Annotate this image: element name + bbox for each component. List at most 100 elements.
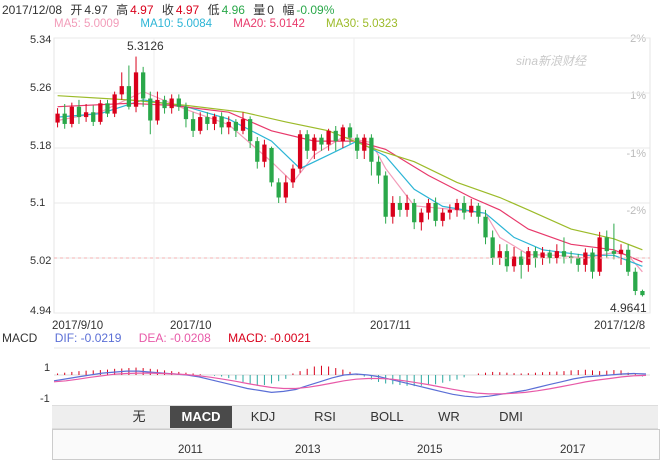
candle-body bbox=[226, 121, 231, 128]
candle-body bbox=[62, 113, 67, 124]
min-price-annotation: 4.9641 bbox=[610, 301, 647, 315]
candle-body bbox=[119, 86, 124, 95]
pct-tick-label: 2% bbox=[630, 33, 646, 45]
indicator-tabs: 无 MACD KDJ RSI BOLL WR DMI bbox=[52, 405, 658, 429]
candle-body bbox=[198, 117, 203, 131]
candle-body bbox=[190, 119, 196, 131]
change-label: 幅 bbox=[282, 3, 295, 17]
candle-body bbox=[576, 258, 581, 265]
candle-body bbox=[511, 256, 517, 267]
candle-body bbox=[497, 251, 502, 258]
x-tick-label: 2017/10 bbox=[170, 320, 212, 332]
macd-legend: MACD DIF: -0.0219 DEA: -0.0208 MACD: -0.… bbox=[2, 331, 325, 345]
tab-rsi[interactable]: RSI bbox=[314, 409, 336, 424]
high-label: 高 bbox=[116, 3, 129, 17]
low-value: 4.96 bbox=[221, 3, 245, 17]
candle-body bbox=[433, 203, 438, 221]
candle-body bbox=[618, 249, 624, 254]
ma20-line bbox=[57, 102, 643, 263]
candle-body bbox=[105, 103, 110, 114]
y-tick-label: 5.26 bbox=[30, 82, 52, 94]
candle-body bbox=[440, 212, 445, 221]
y-tick-label: 4.94 bbox=[30, 305, 52, 317]
candle-body bbox=[240, 119, 246, 131]
candle-body bbox=[540, 252, 545, 258]
candle-body bbox=[69, 106, 74, 124]
candle-body bbox=[340, 127, 346, 142]
sina-watermark: sina新浪财经 bbox=[516, 54, 587, 68]
open-label: 开 bbox=[70, 3, 83, 17]
max-price-annotation: 5.3126 bbox=[127, 39, 164, 53]
y-tick-label: 5.18 bbox=[30, 140, 52, 152]
candle-body bbox=[554, 251, 559, 258]
candle-body bbox=[419, 212, 424, 223]
ma5-line bbox=[57, 90, 643, 273]
candle-body bbox=[55, 113, 60, 123]
x-tick-label: 2017/9/10 bbox=[52, 320, 104, 332]
overview-year-label: 2013 bbox=[295, 444, 321, 456]
open-value: 4.97 bbox=[84, 3, 108, 17]
candle-body bbox=[568, 256, 574, 258]
candle-body bbox=[283, 182, 288, 198]
candle-body bbox=[583, 252, 588, 265]
tab-kdj[interactable]: KDJ bbox=[250, 409, 276, 424]
candle-body bbox=[248, 119, 253, 142]
macd-title: MACD bbox=[2, 331, 38, 345]
candle-body bbox=[397, 203, 403, 210]
candle-body bbox=[547, 252, 552, 258]
ma-legend: MA5: 5.0009 MA10: 5.0084 MA20: 5.0142 MA… bbox=[54, 17, 416, 31]
ma5-label: MA5: 5.0009 bbox=[54, 18, 120, 30]
volume-label: 量 bbox=[253, 3, 266, 17]
x-tick-label: 2017/12/8 bbox=[594, 320, 646, 332]
candle-body bbox=[205, 117, 210, 124]
candle-body bbox=[312, 137, 317, 151]
candle-body bbox=[212, 116, 217, 124]
candle-body bbox=[112, 94, 117, 114]
ma30-line bbox=[57, 95, 643, 251]
tab-wr[interactable]: WR bbox=[438, 409, 460, 424]
dif-label: DIF: -0.0219 bbox=[54, 331, 122, 345]
candle-body bbox=[476, 205, 481, 217]
candle-body bbox=[276, 182, 281, 198]
candle-body bbox=[333, 130, 338, 142]
y-tick-label: 5.34 bbox=[30, 34, 52, 46]
candle-body bbox=[91, 112, 96, 122]
candle-body bbox=[604, 237, 609, 252]
tab-macd[interactable]: MACD bbox=[170, 406, 232, 428]
tab-none[interactable]: 无 bbox=[132, 409, 146, 424]
range-navigator[interactable] bbox=[52, 429, 660, 460]
candle-body bbox=[148, 98, 153, 121]
candle-body bbox=[626, 249, 631, 272]
candle-body bbox=[469, 205, 474, 213]
change-value: -0.09% bbox=[296, 3, 335, 17]
candle-body bbox=[640, 291, 645, 296]
candle-body bbox=[611, 251, 617, 254]
candle-body bbox=[504, 251, 510, 267]
candle-body bbox=[519, 256, 524, 265]
close-value: 4.97 bbox=[175, 3, 200, 17]
tab-boll[interactable]: BOLL bbox=[370, 409, 404, 424]
candle-body bbox=[633, 271, 638, 291]
candle-body bbox=[362, 137, 367, 151]
candle-body bbox=[219, 116, 224, 128]
candle-body bbox=[447, 209, 452, 213]
low-label: 低 bbox=[207, 3, 220, 17]
candle-body bbox=[390, 203, 395, 217]
candle-body bbox=[347, 127, 353, 138]
candle-body bbox=[290, 168, 296, 183]
candle-body bbox=[233, 121, 239, 131]
candle-body bbox=[533, 251, 538, 258]
candle-body bbox=[483, 216, 488, 238]
candle-body bbox=[98, 103, 103, 122]
high-value: 4.97 bbox=[130, 3, 154, 17]
dea-line bbox=[53, 372, 647, 395]
candle-body bbox=[297, 134, 303, 169]
tab-dmi[interactable]: DMI bbox=[499, 409, 523, 424]
candle-body bbox=[490, 237, 495, 258]
candle-body bbox=[83, 112, 89, 118]
dif-line bbox=[53, 370, 647, 398]
candle-body bbox=[326, 130, 331, 145]
candle-body bbox=[404, 203, 410, 210]
